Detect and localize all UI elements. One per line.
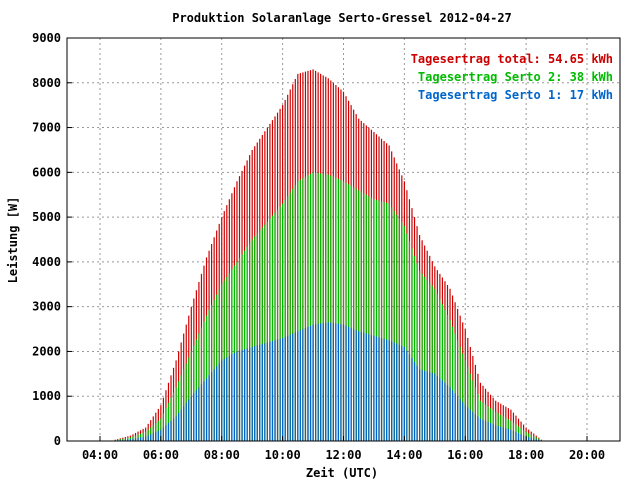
y-tick-label: 4000 <box>32 255 61 269</box>
y-tick-label: 2000 <box>32 344 61 358</box>
y-axis-label: Leistung [W] <box>6 197 20 284</box>
y-tick-label: 0 <box>54 434 61 448</box>
x-tick-label: 18:00 <box>508 448 544 462</box>
legend: Tagesertrag total: 54.65 kWh Tagesertrag … <box>411 52 613 102</box>
y-tick-label: 7000 <box>32 121 61 135</box>
x-axis-ticks: 04:00 06:00 08:00 10:00 12:00 14:00 16:00 18:00… <box>82 436 605 462</box>
x-tick-label: 16:00 <box>447 448 483 462</box>
x-axis-label: Zeit (UTC) <box>306 466 378 480</box>
x-tick-label: 08:00 <box>204 448 240 462</box>
y-axis-ticks: 0 1000 2000 3000 4000 5000 6000 7000 8000 9000 <box>32 31 72 448</box>
y-tick-label: 6000 <box>32 165 61 179</box>
x-tick-label: 04:00 <box>82 448 118 462</box>
x-tick-label: 10:00 <box>265 448 301 462</box>
legend-entry: Tagesertrag Serto 1: 17 kWh <box>418 88 613 102</box>
y-tick-label: 8000 <box>32 76 61 90</box>
y-tick-label: 3000 <box>32 300 61 314</box>
y-tick-label: 1000 <box>32 389 61 403</box>
x-tick-label: 12:00 <box>325 448 361 462</box>
legend-entry: Tagesertrag Serto 2: 38 kWh <box>418 70 613 84</box>
y-tick-label: 5000 <box>32 210 61 224</box>
x-tick-label: 20:00 <box>569 448 605 462</box>
chart-title: Produktion Solaranlage Serto-Gressel 201… <box>172 11 512 25</box>
legend-entry: Tagesertrag total: 54.65 kWh <box>411 52 613 66</box>
x-tick-label: 14:00 <box>386 448 422 462</box>
bars-group <box>114 69 542 441</box>
x-tick-label: 06:00 <box>143 448 179 462</box>
y-tick-label: 9000 <box>32 31 61 45</box>
